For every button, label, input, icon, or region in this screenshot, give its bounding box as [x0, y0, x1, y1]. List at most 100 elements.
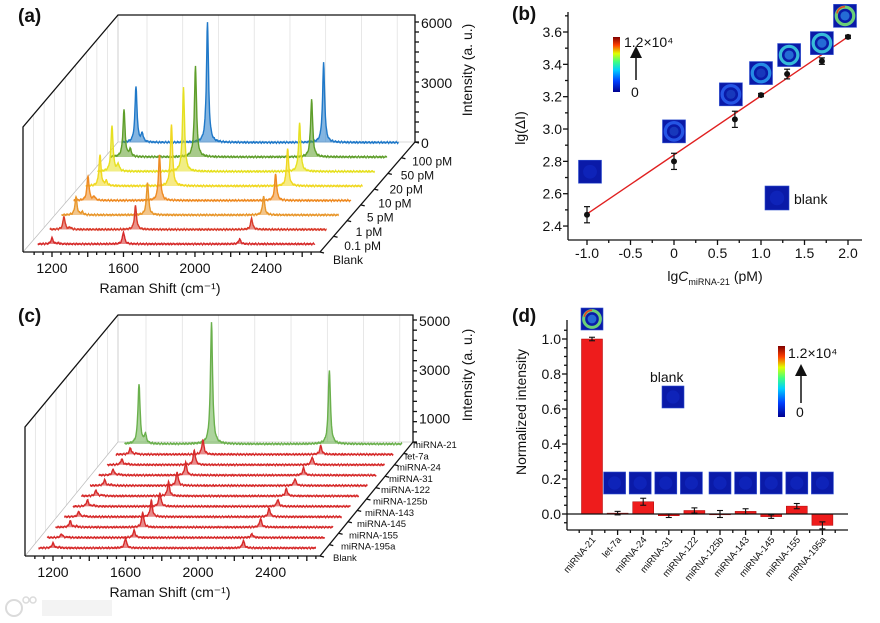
- series-label: miRNA-195a: [341, 542, 396, 553]
- x-axis-label: lgCmiRNA-21 (pM): [667, 268, 762, 287]
- panel-label-d: (d): [512, 306, 536, 327]
- bar-mirna-145: [760, 513, 782, 519]
- trace-line: [73, 154, 352, 203]
- trace-fill: [55, 512, 334, 528]
- spectrum-trace-mirna-155: [55, 510, 334, 530]
- y-tick-label: 3.6: [543, 24, 563, 40]
- trace-line: [109, 65, 388, 160]
- series-label: miRNA-21: [413, 440, 457, 451]
- series-label: 20 pM: [390, 183, 423, 197]
- sers-image-thumbnail: [810, 31, 834, 55]
- colorbar: [613, 37, 620, 92]
- trace-fill: [121, 22, 399, 144]
- spectrum-trace-mirna-24: [106, 448, 385, 468]
- series-label: 0.1 pM: [344, 239, 381, 253]
- x-tick-label: 1.5: [795, 245, 815, 261]
- axes-frame: [24, 314, 418, 561]
- y-tick-label: 3000: [421, 75, 452, 91]
- y-axis-label: Intensity (a. u.): [459, 24, 475, 117]
- trace-fill: [64, 500, 342, 518]
- spectrum-trace-mirna-122: [89, 471, 368, 488]
- panel-label-a: (a): [18, 6, 41, 27]
- x-tick-label: 1200: [36, 260, 67, 276]
- x-tick-label: 0: [670, 245, 678, 261]
- series-label: 10 pM: [378, 197, 411, 211]
- panel-b-calibration-plot: (b) -1.0 -0.5 0 0.5 1.0 1.5 2.0 2.4 2.6 2.8 3.0 3.2…: [512, 4, 862, 287]
- trace-line: [89, 471, 368, 488]
- trace-line: [46, 527, 326, 540]
- series-label: miRNA-125b: [373, 497, 427, 508]
- sers-image-thumbnail: [680, 471, 703, 495]
- sers-image-thumbnail: [777, 43, 801, 67]
- x-tick-label: 2000: [179, 260, 210, 276]
- x-tick-label: 1600: [110, 564, 141, 580]
- data-point: [784, 68, 791, 80]
- x-tick-label: 2400: [255, 564, 286, 580]
- y-tick-label: 1000: [419, 411, 450, 427]
- y-tick-label: 2.8: [543, 153, 563, 169]
- trace-fill: [81, 481, 359, 497]
- spectrum-trace-100-pm: [121, 22, 399, 145]
- data-point: [731, 110, 738, 129]
- trace-line: [38, 535, 317, 551]
- panel-label-b: (b): [512, 4, 536, 25]
- series-label: 1 pM: [356, 225, 383, 239]
- x-label-prefix: lg: [667, 268, 678, 284]
- x-label-suffix: (pM): [730, 268, 763, 284]
- y-tick-label: 0.6: [542, 401, 562, 417]
- sers-image-thumbnail: [749, 61, 773, 85]
- series-label: 5 pM: [367, 211, 394, 225]
- panel-c-raman-waterfall-selectivity: (c) miRNA-21let-7amiRNA-24miRNA-31miRNA-…: [18, 306, 475, 600]
- sers-image-thumbnail: [578, 159, 602, 184]
- data-point: [758, 92, 764, 99]
- sers-image-thumbnail: [719, 82, 743, 107]
- trace-line: [124, 322, 403, 447]
- spectrum-trace-mirna-195a: [46, 527, 326, 540]
- x-label-subscript: miRNA-21: [688, 277, 730, 287]
- blank-label: blank: [794, 191, 828, 207]
- trace-fill: [61, 182, 339, 216]
- y-tick-label: 6000: [421, 15, 452, 31]
- trace-line: [55, 510, 334, 530]
- panel-d-selectivity-bar-chart: (d) 0.0 0.2 0.4 0.6 0.8 1.0 Normalized intensi…: [512, 306, 848, 584]
- x-axis-label: Raman Shift (cm⁻¹): [110, 584, 231, 600]
- grid-lines: [24, 315, 413, 557]
- colorbar-min-label: 0: [631, 84, 639, 100]
- y-tick-label: 3.4: [543, 56, 563, 72]
- data-point: [818, 57, 825, 65]
- spectrum-trace-10-pm: [85, 124, 363, 189]
- data-point: [584, 206, 590, 224]
- x-tick-label: 1600: [108, 260, 139, 276]
- sers-image-thumbnail: [734, 471, 757, 495]
- x-tick-label: 1200: [37, 564, 68, 580]
- series-label: Blank: [333, 553, 357, 564]
- trace-line: [80, 478, 360, 499]
- blank-image-thumbnail: [661, 385, 685, 409]
- spectrum-trace-1-pm: [61, 182, 339, 218]
- series-label: Blank: [333, 253, 364, 267]
- bar-mirna-24: [632, 497, 654, 515]
- spectrum-trace-20-pm: [97, 87, 376, 174]
- spectrum-trace-mirna-21: [124, 322, 403, 447]
- y-tick-label: 0: [421, 135, 429, 151]
- colorbar-max-label: 1.2×10⁴: [624, 34, 673, 50]
- y-tick-label: 3.0: [543, 121, 563, 137]
- y-tick-label: 2.4: [543, 218, 563, 234]
- colorbar-max-label: 1.2×10⁴: [788, 345, 837, 361]
- trace-fill: [107, 450, 385, 466]
- series-label: miRNA-24: [397, 463, 441, 474]
- bar-mirna-195a: [811, 513, 834, 530]
- series-label: miRNA-155: [349, 530, 398, 541]
- trace-line: [106, 448, 385, 468]
- spectrum-trace-5-pm: [73, 154, 352, 203]
- y-axis-label: lg(ΔI): [512, 111, 528, 144]
- bar-mirna-143: [734, 508, 757, 515]
- trace-line: [85, 124, 363, 189]
- axes-frame: [22, 14, 420, 257]
- fit-line: [586, 36, 849, 215]
- trace-line: [64, 498, 342, 520]
- data-point: [845, 33, 851, 40]
- trace-line: [97, 87, 376, 174]
